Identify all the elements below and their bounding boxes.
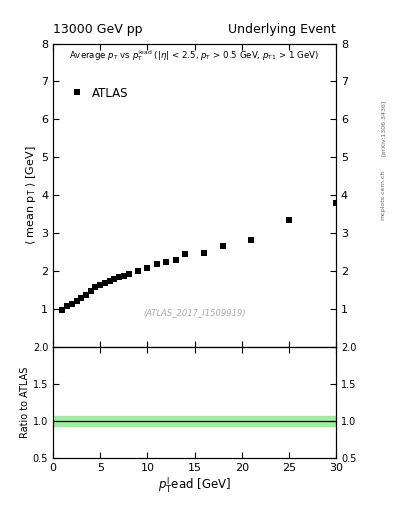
ATLAS [93, 284, 98, 290]
ATLAS [220, 243, 225, 249]
ATLAS [136, 268, 140, 274]
ATLAS [173, 258, 178, 264]
ATLAS [65, 303, 70, 309]
ATLAS [121, 272, 126, 279]
ATLAS [183, 251, 187, 257]
ATLAS [286, 217, 291, 223]
ATLAS [103, 280, 107, 286]
ATLAS [60, 307, 65, 313]
ATLAS [112, 276, 117, 283]
ATLAS [164, 259, 169, 265]
Text: 13000 GeV pp: 13000 GeV pp [53, 23, 143, 36]
ATLAS [249, 237, 253, 243]
ATLAS [202, 250, 206, 256]
Bar [53, 416, 336, 426]
Text: mcplots.cern.ch: mcplots.cern.ch [381, 169, 386, 220]
Y-axis label: $\langle$ mean p$_{\rm T}$ $\rangle$ [GeV]: $\langle$ mean p$_{\rm T}$ $\rangle$ [Ge… [24, 145, 38, 245]
Text: Average $p_{\rm T}$ vs $p_{\rm T}^{\rm lead}$ ($|\eta|$ < 2.5, $p_{\rm T}$ > 0.5: Average $p_{\rm T}$ vs $p_{\rm T}^{\rm l… [70, 48, 320, 63]
Text: [arXiv:1306.3436]: [arXiv:1306.3436] [381, 100, 386, 156]
ATLAS [79, 294, 84, 301]
Y-axis label: Ratio to ATLAS: Ratio to ATLAS [20, 367, 30, 438]
ATLAS [117, 274, 121, 280]
ATLAS [74, 298, 79, 305]
Legend: ATLAS: ATLAS [70, 84, 130, 102]
ATLAS [107, 279, 112, 285]
Line: ATLAS: ATLAS [59, 200, 339, 313]
Text: (ATLAS_2017_I1509919): (ATLAS_2017_I1509919) [143, 308, 246, 316]
ATLAS [126, 271, 131, 277]
X-axis label: $p_{\rm T}^{\rm l}$ead [GeV]: $p_{\rm T}^{\rm l}$ead [GeV] [158, 476, 231, 495]
ATLAS [70, 301, 74, 307]
ATLAS [154, 261, 159, 267]
ATLAS [334, 200, 338, 206]
ATLAS [145, 265, 150, 271]
Text: Underlying Event: Underlying Event [228, 23, 336, 36]
ATLAS [88, 288, 93, 294]
ATLAS [98, 282, 103, 288]
ATLAS [84, 291, 88, 297]
